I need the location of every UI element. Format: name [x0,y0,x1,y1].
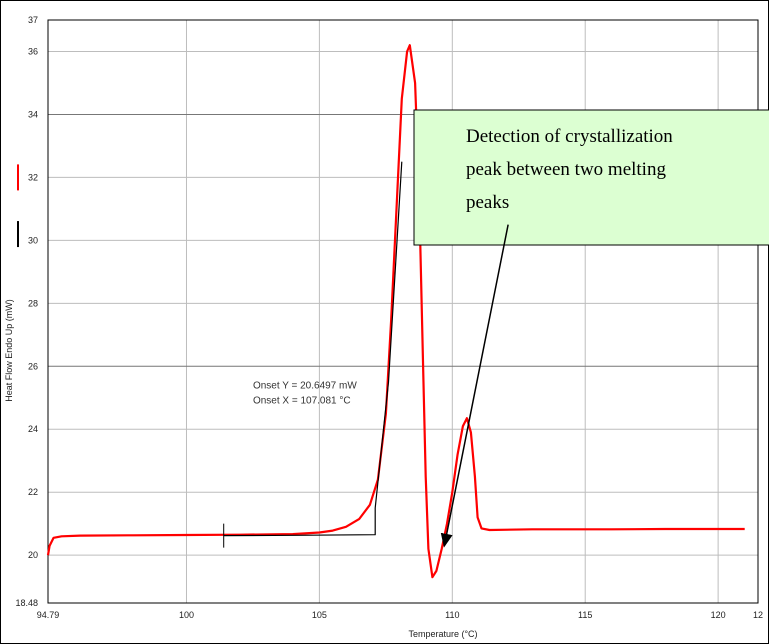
y-tick-label: 28 [28,298,38,308]
y-tick-label: 37 [28,15,38,25]
y-tick-labels: 18.48 20 22 24 26 28 30 32 34 36 37 [15,15,38,608]
x-tick-label: 105 [312,610,327,620]
y-tick-label: 36 [28,46,38,56]
y-tick-label: 26 [28,361,38,371]
y-tick-label: 34 [28,109,38,119]
onset-y-annotation: Onset Y = 20.6497 mW [253,380,357,391]
x-tick-label: 12 [753,610,763,620]
y-tick-label: 20 [28,550,38,560]
x-axis-label: Temperature (°C) [408,629,477,639]
onset-x-annotation: Onset X = 107.081 °C [253,395,351,406]
series-line-1 [46,44,745,579]
callout-line-2: peak between two melting [466,159,666,180]
x-tick-label: 115 [578,610,592,620]
callout-background [413,109,769,246]
series-line-2 [223,161,403,537]
y-tick-label: 30 [28,235,38,245]
plot-area [47,19,759,604]
y-axis-label: Heat Flow Endo Up (mW) [4,299,14,402]
x-tick-label: 100 [179,610,194,620]
y-tick-label: 24 [28,424,38,434]
callout-line-3: peaks [466,192,509,213]
x-tick-label: 94.79 [37,610,60,620]
x-tick-label: 110 [445,610,459,620]
x-tick-labels: 94.79 100 105 110 115 120 12 [37,610,763,620]
callout-arrow [440,224,509,548]
series-lines [46,44,745,579]
y-tick-label: 32 [28,172,38,182]
x-tick-label: 120 [711,610,726,620]
callout-line-1: Detection of crystallization [466,126,673,147]
callout-box: Detection of crystallization peak betwee… [413,109,769,246]
y-tick-label: 18.48 [15,598,38,608]
grid-lines [48,20,758,603]
y-tick-label: 22 [28,487,38,497]
